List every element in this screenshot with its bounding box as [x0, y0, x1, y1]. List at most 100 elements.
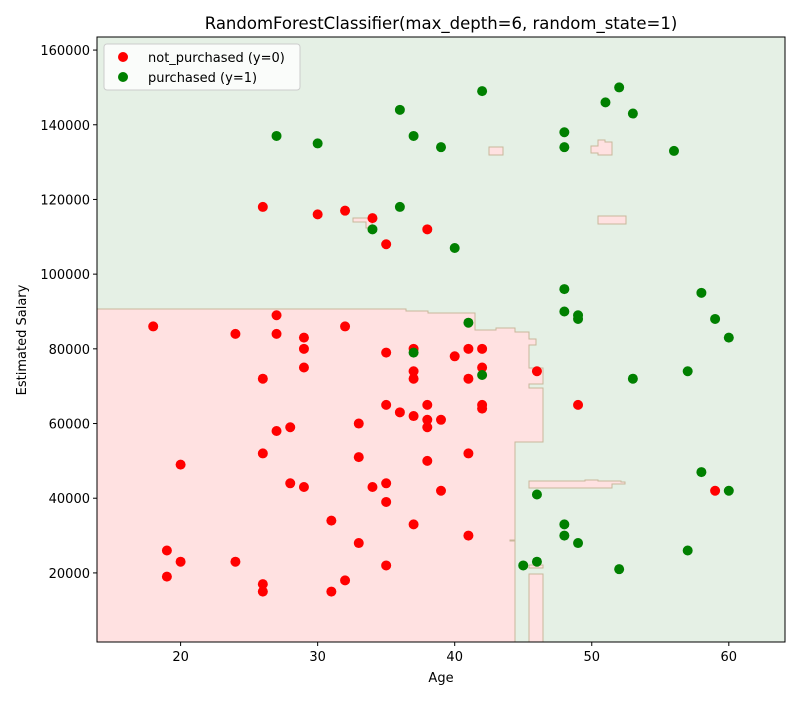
- point: [518, 560, 529, 571]
- point: [394, 104, 405, 115]
- point: [723, 332, 734, 343]
- point: [477, 362, 488, 373]
- point: [340, 321, 351, 332]
- point: [367, 224, 378, 235]
- point: [257, 201, 268, 212]
- legend-label: purchased (y=1): [148, 71, 257, 86]
- point: [298, 362, 309, 373]
- point: [559, 519, 570, 530]
- point: [573, 538, 584, 549]
- point: [367, 482, 378, 493]
- y-tick-label: 120000: [40, 193, 90, 208]
- x-tick-label: 30: [309, 650, 326, 665]
- point: [285, 478, 296, 489]
- point: [477, 86, 488, 97]
- point: [463, 317, 474, 328]
- point: [381, 496, 392, 507]
- point: [340, 205, 351, 216]
- point: [422, 224, 433, 235]
- point: [381, 478, 392, 489]
- point: [463, 343, 474, 354]
- point: [394, 407, 405, 418]
- point: [161, 545, 172, 556]
- point: [559, 530, 570, 541]
- legend-box: [103, 43, 301, 91]
- point: [312, 138, 323, 149]
- point: [326, 586, 337, 597]
- x-tick-label: 50: [583, 650, 600, 665]
- point: [531, 366, 542, 377]
- point: [230, 556, 241, 567]
- point: [340, 575, 351, 586]
- point: [381, 239, 392, 250]
- point: [353, 538, 364, 549]
- point: [668, 145, 679, 156]
- point: [559, 306, 570, 317]
- point: [710, 485, 721, 496]
- x-axis-label: Age: [428, 671, 453, 686]
- point: [449, 351, 460, 362]
- point: [285, 422, 296, 433]
- y-tick-label: 80000: [49, 343, 90, 358]
- point: [394, 201, 405, 212]
- point: [381, 399, 392, 410]
- point: [436, 414, 446, 425]
- point: [559, 127, 570, 138]
- point: [710, 313, 721, 324]
- point: [408, 519, 419, 530]
- point: [723, 485, 734, 496]
- point: [298, 482, 309, 493]
- point: [682, 366, 693, 377]
- point: [312, 209, 323, 220]
- point: [696, 467, 707, 478]
- point: [559, 142, 570, 153]
- y-tick-label: 140000: [40, 119, 90, 134]
- y-tick-label: 100000: [40, 268, 90, 283]
- point: [230, 328, 241, 339]
- point: [422, 414, 433, 425]
- plot-frame: [96, 36, 786, 643]
- point: [408, 366, 419, 377]
- point: [477, 369, 488, 380]
- point: [477, 403, 488, 414]
- point: [408, 373, 419, 384]
- point: [271, 328, 282, 339]
- point: [531, 556, 542, 567]
- point: [326, 515, 337, 526]
- point: [573, 313, 584, 324]
- legend-label: not_purchased (y=0): [148, 51, 285, 66]
- point: [463, 373, 474, 384]
- chart-title: RandomForestClassifier(max_depth=6, rand…: [205, 14, 678, 34]
- point: [600, 97, 611, 108]
- point: [161, 571, 172, 582]
- point: [298, 343, 309, 354]
- point: [477, 343, 488, 354]
- point: [271, 130, 282, 141]
- point: [257, 586, 268, 597]
- point: [463, 530, 474, 541]
- point: [682, 545, 693, 556]
- y-tick-label: 40000: [49, 492, 90, 507]
- legend-marker: [118, 52, 128, 62]
- point: [408, 130, 419, 141]
- point: [257, 448, 268, 459]
- point: [573, 399, 584, 410]
- point: [614, 564, 625, 575]
- x-tick-label: 60: [721, 650, 738, 665]
- point: [614, 82, 625, 93]
- x-tick-label: 20: [172, 650, 189, 665]
- point: [436, 142, 446, 153]
- point: [353, 418, 364, 429]
- point: [271, 425, 282, 436]
- point: [559, 284, 570, 295]
- point: [422, 455, 433, 466]
- point: [367, 213, 378, 224]
- point: [531, 489, 542, 500]
- point: [381, 560, 392, 571]
- legend-marker: [118, 72, 128, 82]
- region-not-purchased: [96, 139, 627, 643]
- point: [257, 373, 268, 384]
- point: [257, 579, 268, 590]
- point: [627, 373, 638, 384]
